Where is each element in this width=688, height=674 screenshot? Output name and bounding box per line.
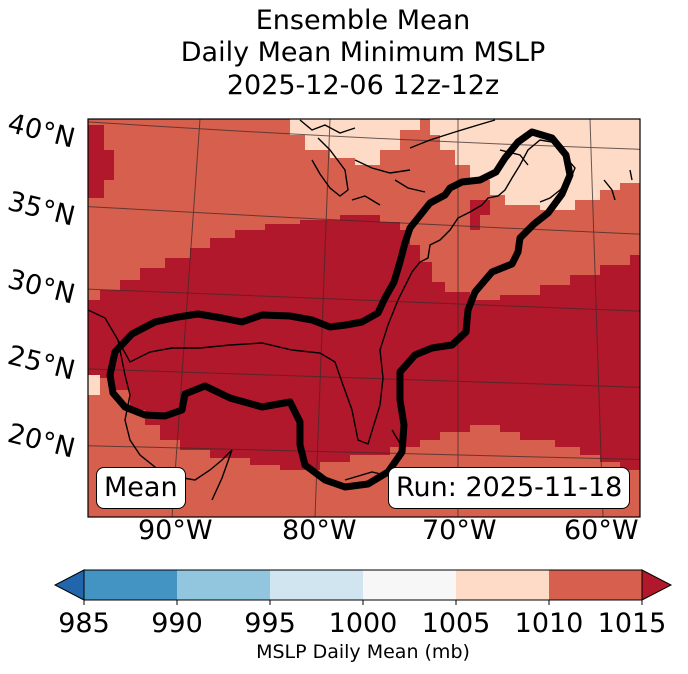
field-high-pressure-west xyxy=(88,125,114,198)
title-line-1: Ensemble Mean xyxy=(255,5,471,36)
colorbar-segment-995-1000 xyxy=(270,570,363,600)
field-pocket-great-lakes xyxy=(290,119,420,165)
parallel-35n xyxy=(88,206,640,235)
lon-label-90w: 90°W xyxy=(138,515,213,546)
coastline-great-lakes xyxy=(299,119,426,206)
colorbar-tick-label-1010: 1010 xyxy=(514,608,584,639)
colorbar-tick-label-1015: 1015 xyxy=(597,608,667,639)
colorbar-under-triangle xyxy=(53,569,85,601)
parallel-25n xyxy=(88,368,640,388)
colorbar-over-triangle xyxy=(641,569,673,601)
colorbar-ticks xyxy=(83,600,643,605)
colorbar-segment-1005-1010 xyxy=(456,570,549,600)
coastline-us-east-gulf xyxy=(88,139,576,445)
colorbar-segment-1010-1015 xyxy=(549,570,642,600)
coastline-newfoundland xyxy=(603,169,633,201)
map-frame xyxy=(87,118,641,518)
lon-label-70w: 70°W xyxy=(422,515,497,546)
run-label-box: Run: 2025-11-18 xyxy=(388,467,631,509)
colorbar-tick-label-990: 990 xyxy=(151,608,203,639)
field-pocket-west xyxy=(88,375,100,395)
lon-label-80w: 80°W xyxy=(282,515,357,546)
colorbar-segment-985-990 xyxy=(84,570,177,600)
colorbar-tick-label-985: 985 xyxy=(58,608,110,639)
colorbar-label: MSLP Daily Mean (mb) xyxy=(256,641,470,663)
lon-label-60w: 60°W xyxy=(564,515,639,546)
colorbar-segment-1000-1005 xyxy=(363,570,456,600)
colorbar-tick-label-1000: 1000 xyxy=(328,608,398,639)
field-high-pressure-northeast xyxy=(470,200,490,230)
parallel-40n xyxy=(88,121,640,150)
colorbar-tick-label-995: 995 xyxy=(244,608,296,639)
colorbar-segment-990-995 xyxy=(177,570,270,600)
meridian-60w xyxy=(589,119,604,517)
mean-label-box: Mean xyxy=(96,467,186,509)
parallel-20n xyxy=(88,445,640,460)
field-pocket-atlantic-canada xyxy=(430,119,640,210)
title-line-2: Daily Mean Minimum MSLP xyxy=(180,37,546,68)
colorbar-tick-label-1005: 1005 xyxy=(421,608,491,639)
field-high-pressure-region xyxy=(88,215,640,470)
parallel-30n xyxy=(88,288,640,312)
title-line-3: 2025-12-06 12z-12z xyxy=(226,70,500,101)
